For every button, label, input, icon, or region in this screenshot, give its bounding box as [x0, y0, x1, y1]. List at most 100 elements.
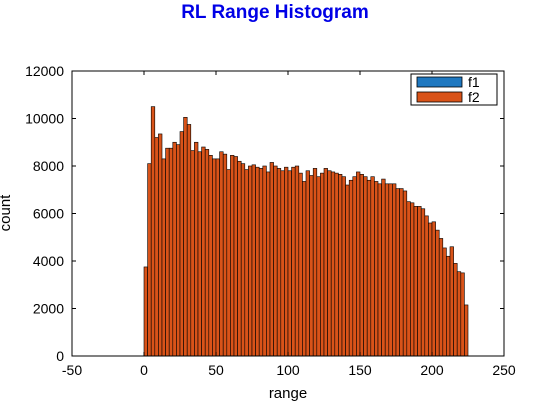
bar-f2-35	[269, 162, 274, 357]
bar-f2-85	[449, 246, 454, 357]
bar-f2-31	[255, 166, 260, 357]
bar-f2-54	[338, 174, 343, 357]
bar-f2-69	[392, 183, 397, 357]
bar-f2-86	[453, 263, 458, 357]
bar-f2-80	[431, 221, 436, 357]
bar-f2-38	[280, 170, 285, 357]
bar-f2-16	[201, 146, 206, 357]
bar-f2-71	[399, 188, 404, 357]
bar-f2-12	[186, 124, 192, 357]
bar-f2-36	[273, 165, 278, 357]
bar-f2-2	[150, 106, 156, 357]
bar-f2-70	[395, 188, 400, 357]
bar-f2-11	[183, 117, 188, 357]
bar-f2-39	[284, 166, 289, 357]
y-tick-label-1: 2000	[33, 301, 64, 317]
bar-f2-8	[172, 141, 177, 357]
legend-label-f1: f1	[468, 74, 480, 90]
x-tick-label-6: 250	[492, 362, 516, 378]
legend-label-f2: f2	[468, 89, 480, 105]
bar-f2-52	[330, 171, 336, 357]
bar-f2-66	[381, 178, 386, 357]
bar-f2-83	[442, 247, 447, 357]
y-tick-label-0: 0	[56, 348, 64, 364]
bar-f2-57	[348, 179, 354, 357]
bar-f2-87	[456, 271, 462, 357]
bar-f2-3	[154, 137, 159, 357]
x-tick-label-2: 50	[208, 362, 224, 378]
bar-f2-48	[316, 176, 321, 357]
bar-f2-34	[266, 171, 271, 357]
bar-f2-68	[388, 183, 393, 357]
bar-f2-64	[374, 181, 379, 357]
bar-f2-88	[460, 272, 465, 357]
x-tick-label-0: -50	[62, 362, 82, 378]
bar-f2-28	[244, 169, 249, 357]
bar-f2-5	[161, 158, 166, 357]
bar-f2-56	[345, 184, 350, 357]
bar-f2-49	[320, 172, 325, 357]
y-tick-label-2: 4000	[33, 253, 64, 269]
bar-f2-41	[291, 166, 296, 357]
bar-f2-30	[251, 164, 256, 357]
bar-f2-15	[197, 151, 202, 357]
x-tick-label-5: 200	[420, 362, 444, 378]
bar-f2-17	[204, 149, 210, 357]
bar-f2-32	[258, 168, 264, 357]
bar-f2-60	[359, 174, 364, 357]
bar-f2-27	[240, 163, 246, 357]
x-axis-label: range	[269, 385, 307, 402]
bar-f2-42	[294, 165, 300, 357]
y-axis-label: count	[0, 194, 14, 232]
x-tick-label-4: 150	[348, 362, 372, 378]
bar-f2-58	[352, 176, 357, 357]
bar-f2-43	[298, 172, 303, 357]
bar-f2-74	[410, 202, 415, 357]
bar-f2-20	[215, 158, 220, 357]
bar-f2-6	[165, 147, 170, 357]
bar-f2-1	[147, 163, 152, 357]
bar-f2-47	[312, 168, 318, 357]
bar-f2-50	[323, 168, 328, 357]
bar-f2-78	[424, 215, 429, 357]
bar-f2-44	[302, 181, 307, 357]
bar-f2-82	[438, 238, 444, 357]
bar-f2-23	[226, 169, 231, 357]
bar-f2-61	[363, 176, 368, 357]
bar-f2-76	[417, 206, 422, 357]
chart-title: RL Range Histogram	[181, 2, 369, 23]
bar-f2-19	[212, 158, 217, 357]
y-tick-label-4: 8000	[33, 158, 64, 174]
bar-f2-45	[305, 170, 310, 357]
bar-f2-65	[377, 183, 382, 357]
bar-f2-21	[219, 151, 224, 357]
y-tick-label-5: 10000	[25, 111, 64, 127]
bar-f2-51	[327, 170, 332, 357]
bar-f2-40	[287, 170, 292, 357]
bar-f2-75	[413, 206, 418, 357]
bar-f2-10	[179, 131, 184, 357]
bar-f2-46	[309, 175, 314, 357]
legend-swatch-f2	[416, 91, 463, 103]
bar-f2-89	[464, 304, 469, 357]
bar-f2-4	[158, 133, 163, 357]
bar-f2-33	[262, 165, 267, 357]
bar-f2-25	[233, 156, 238, 357]
bar-f2-77	[420, 208, 426, 357]
bar-f2-63	[370, 176, 375, 357]
y-tick-label-6: 12000	[25, 63, 64, 79]
bar-f2-18	[208, 155, 213, 357]
bar-f2-0	[143, 266, 148, 357]
bar-f2-22	[222, 153, 228, 357]
plot-frame	[71, 70, 505, 357]
legend-swatch-f1	[416, 76, 463, 88]
bar-f2-79	[428, 222, 433, 357]
bar-f2-13	[190, 150, 195, 357]
bar-f2-7	[168, 147, 174, 357]
bar-f2-9	[176, 144, 181, 357]
bar-f2-55	[341, 176, 346, 357]
legend: f1 f2	[410, 73, 498, 106]
bar-f2-84	[446, 255, 451, 357]
bar-f2-59	[356, 171, 361, 357]
